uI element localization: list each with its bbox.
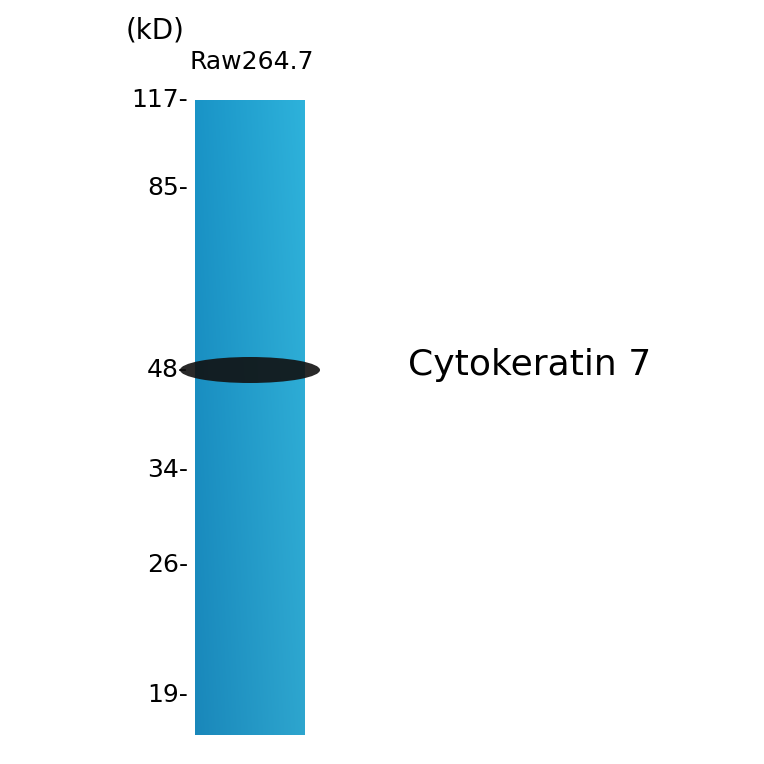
Text: (kD): (kD) bbox=[125, 16, 184, 44]
Text: 117-: 117- bbox=[131, 88, 188, 112]
Ellipse shape bbox=[180, 357, 320, 383]
Text: 34-: 34- bbox=[147, 458, 188, 482]
Text: 85-: 85- bbox=[147, 176, 188, 200]
Text: 48-: 48- bbox=[147, 358, 188, 382]
Text: Cytokeratin 7: Cytokeratin 7 bbox=[409, 348, 652, 382]
Text: 19-: 19- bbox=[147, 683, 188, 707]
Text: 26-: 26- bbox=[147, 553, 188, 577]
Text: Raw264.7: Raw264.7 bbox=[189, 50, 314, 74]
